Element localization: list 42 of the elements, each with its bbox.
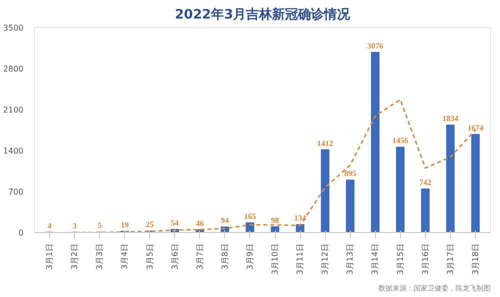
data-label: 46 (196, 218, 204, 228)
data-label: 19 (120, 220, 129, 230)
x-tick-label: 3月7日 (195, 243, 204, 270)
x-tick-label: 3月10日 (270, 243, 280, 275)
x-tick-label: 3月4日 (120, 243, 130, 270)
data-label: 98 (271, 216, 280, 225)
y-tick-label: 2100 (3, 106, 24, 114)
y-tick-label: 2800 (3, 64, 24, 74)
data-label: 1674 (467, 123, 484, 132)
data-label: 3076 (367, 41, 384, 50)
data-label: 742 (419, 178, 432, 188)
data-label: 1456 (392, 136, 408, 146)
data-label: 1412 (317, 138, 334, 148)
x-tick-label: 3月5日 (145, 243, 154, 270)
x-tick-label: 3月3日 (95, 243, 104, 270)
x-tick-label: 3月17日 (446, 243, 455, 275)
y-tick-label: 3500 (3, 24, 24, 32)
data-label: 5 (98, 221, 102, 230)
y-tick-label: 0 (18, 228, 24, 238)
x-tick-label: 3月15日 (396, 243, 405, 275)
x-tick-label: 3月12日 (320, 243, 330, 275)
x-tick-label: 3月9日 (245, 243, 254, 270)
x-tick-label: 3月14日 (370, 243, 380, 275)
x-tick-label: 3月2日 (70, 243, 80, 270)
x-tick-label: 3月6日 (170, 243, 180, 270)
x-tick-label: 3月8日 (220, 243, 230, 270)
x-tick-label: 3月16日 (420, 243, 430, 275)
y-tick-label: 700 (8, 188, 24, 196)
data-label: 165 (244, 212, 256, 221)
x-tick-label: 3月11日 (296, 243, 305, 275)
y-tick-label: 1400 (3, 146, 24, 156)
data-label: 25 (146, 220, 154, 230)
data-label: 94 (220, 216, 229, 225)
x-tick-label: 3月18日 (470, 243, 480, 275)
data-label: 4 (48, 221, 52, 230)
data-label: 54 (170, 218, 179, 228)
data-label: 895 (344, 169, 356, 178)
chart-title: 2022年3月吉林新冠确诊情况 (174, 6, 352, 22)
x-tick-label: 3月1日 (45, 243, 54, 270)
data-label: 3 (72, 221, 77, 230)
x-tick-label: 3月13日 (346, 243, 355, 275)
data-label: 1834 (442, 114, 458, 124)
